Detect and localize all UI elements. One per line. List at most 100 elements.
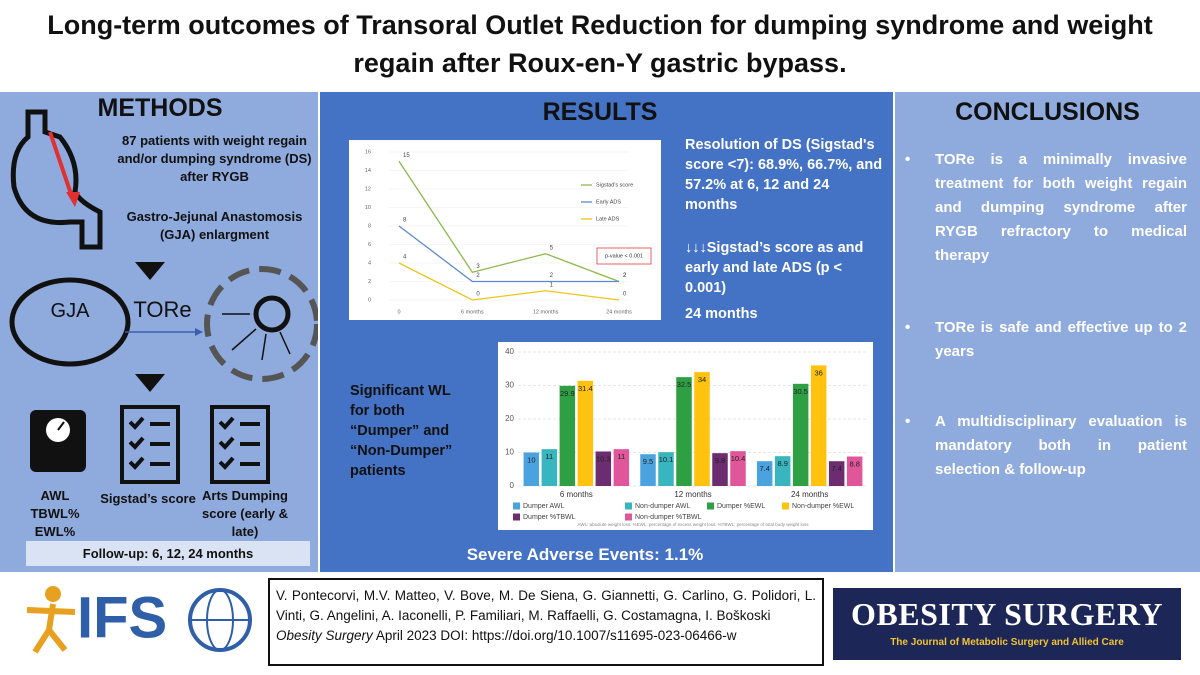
bar [730, 451, 746, 486]
legend-label: Sigstad's score [596, 182, 633, 188]
legend-swatch [707, 502, 714, 510]
y-tick-label: 30 [505, 381, 514, 390]
bar [541, 449, 558, 486]
line [398, 160, 620, 283]
sigstad-label: Sigstad’s score [100, 491, 196, 506]
data-label: 34 [698, 375, 706, 384]
data-label: 0 [476, 292, 480, 298]
conclusions-panel [895, 92, 1200, 572]
bar [640, 454, 656, 486]
data-label: 36 [814, 368, 822, 377]
conclusions-heading: CONCLUSIONS [955, 98, 1140, 126]
x-tick-label: 0 [397, 309, 400, 315]
legend-label: Non-dumper %EWL [792, 503, 854, 510]
journal: Obesity Surgery [276, 628, 373, 643]
bar-chart: 0 10 20 30 40 6 months 12 months 24 months 10 9.5… [498, 342, 873, 530]
legend-label: Non-dumper AWL [635, 503, 690, 510]
y-tick-label: 16 [365, 149, 371, 155]
conclusion-text: TORe is a minimally invasive treatment f… [935, 151, 1187, 264]
data-label: 8 [403, 218, 407, 224]
y-tick-label: 0 [368, 297, 371, 303]
ds-resolution: Resolution of DS (Sigstad's score <7): 6… [685, 137, 883, 213]
weight-measures: AWL TBWL% EWL% [20, 487, 90, 541]
data-label: 7.4 [831, 464, 841, 473]
annotation-box [596, 247, 652, 265]
y-tick-label: 0 [510, 481, 515, 490]
down-arrow [135, 262, 165, 280]
bar [577, 380, 594, 486]
arrow-head [195, 328, 203, 336]
data-label: 2 [623, 273, 627, 279]
conclusion-item: • TORe is a minimally invasive treatment … [905, 148, 1187, 268]
y-tick-label: 10 [505, 448, 514, 457]
procedure-text: Gastro-Jejunal Anastomosis (GJA) enlargm… [126, 209, 303, 242]
globe-icon [188, 588, 252, 652]
arts-label: Arts Dumping score (early & late) [202, 488, 288, 539]
results-heading: RESULTS [542, 98, 658, 126]
conclusion-text: TORe is safe and effective up to 2 years [935, 319, 1187, 360]
legend-swatch [625, 502, 632, 510]
conclusion-item: • A multidisciplinary evaluation is manda… [905, 410, 1187, 482]
y-tick-label: 10 [365, 205, 371, 211]
scale-icon [30, 410, 86, 472]
bar [559, 385, 576, 486]
stomach-icon [10, 109, 103, 250]
methods-heading: METHODS [97, 94, 223, 122]
bar [613, 449, 630, 486]
journal-subtitle: The Journal of Metabolic Surgery and All… [890, 637, 1124, 648]
legend-label: Dumper %TBWL [523, 514, 576, 521]
gja-circle [9, 277, 131, 367]
data-label: 11 [545, 452, 553, 461]
data-label: 2 [476, 273, 480, 279]
x-tick-label: 6 months [461, 309, 484, 315]
data-label: 9.5 [643, 457, 653, 466]
data-label: 2 [550, 273, 554, 279]
scores-text: ↓↓↓Sigstad’s score as and early and late… [685, 240, 864, 296]
legend-label: Late ADS [596, 216, 620, 222]
data-label: 10.1 [659, 455, 674, 464]
reduced-outlet [253, 295, 291, 333]
journal-logo-text: OBESITY SURGERY [851, 596, 1163, 632]
bar [658, 452, 674, 486]
data-label: 5 [550, 245, 554, 251]
measure: AWL [40, 488, 70, 503]
data-label: 10.3 [596, 454, 611, 463]
y-tick-label: 4 [368, 260, 371, 266]
bar [676, 377, 692, 486]
data-label: 1 [550, 282, 554, 288]
y-tick-label: 2 [368, 279, 371, 285]
bar [846, 456, 863, 486]
author-box: V. Pontecorvi, M.V. Matteo, V. Bove, M. … [268, 578, 824, 666]
title: Long-term outcomes of Transoral Outlet R… [47, 10, 1153, 78]
bar [810, 365, 827, 486]
bar [712, 453, 728, 486]
line [398, 225, 619, 283]
data-label: 11 [617, 452, 625, 461]
legend-swatch [625, 513, 632, 521]
patients-text: 87 patients with weight regain and/or du… [117, 133, 312, 184]
data-label: 10.4 [731, 454, 746, 463]
line [398, 262, 620, 301]
bar [792, 383, 809, 486]
data-label: 8.9 [777, 459, 787, 468]
x-tick-label: 12 months [674, 490, 711, 499]
methods-icons [9, 109, 318, 484]
legend-label: Dumper AWL [523, 503, 564, 510]
bar [595, 451, 612, 486]
arrow-head [66, 192, 80, 207]
bar [694, 372, 710, 486]
data-label: 30.5 [793, 387, 808, 396]
bullet: • [905, 319, 911, 336]
tore-label: TORe [133, 297, 192, 322]
bullet: • [905, 151, 911, 168]
conclusion-item: • TORe is safe and effective up to 2 year… [905, 316, 1187, 364]
journal-logo: OBESITY SURGERY The Journal of Metabolic… [833, 588, 1181, 660]
measure: TBWL% [30, 506, 80, 521]
y-tick-label: 20 [505, 414, 514, 423]
legend-swatch [782, 502, 789, 510]
x-tick-label: 12 months [533, 309, 559, 315]
measure: EWL% [34, 524, 76, 539]
legend-swatch [513, 513, 520, 521]
arrows [222, 313, 291, 361]
